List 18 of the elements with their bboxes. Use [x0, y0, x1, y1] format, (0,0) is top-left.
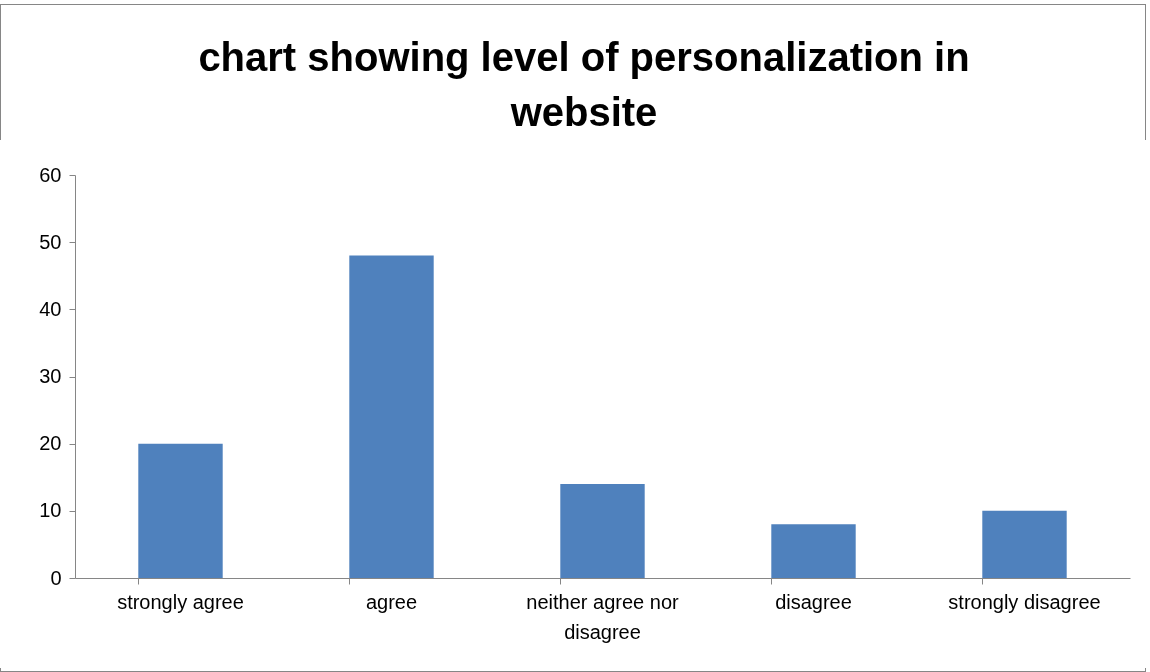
bar	[771, 524, 856, 578]
y-tick-label: 20	[39, 432, 62, 455]
x-tick-label: disagree	[775, 590, 852, 613]
x-tick-label: agree	[365, 590, 418, 613]
bar	[138, 443, 223, 578]
x-tick-label: neither agree nor disagree	[526, 590, 679, 643]
bar	[349, 255, 434, 578]
y-tick-label: 50	[39, 230, 62, 253]
x-tick-label: strongly agree	[117, 590, 244, 613]
chart-title: chart showing level of personalization in website	[197, 34, 971, 136]
y-tick-label: 10	[39, 499, 62, 522]
y-tick-label: 30	[39, 365, 62, 387]
bar	[560, 483, 645, 578]
x-tick-label: strongly disagree	[948, 590, 1101, 613]
y-tick-label: 60	[39, 163, 62, 186]
y-tick-label: 0	[50, 566, 62, 589]
y-tick-label: 40	[39, 297, 62, 320]
bar	[982, 510, 1067, 578]
